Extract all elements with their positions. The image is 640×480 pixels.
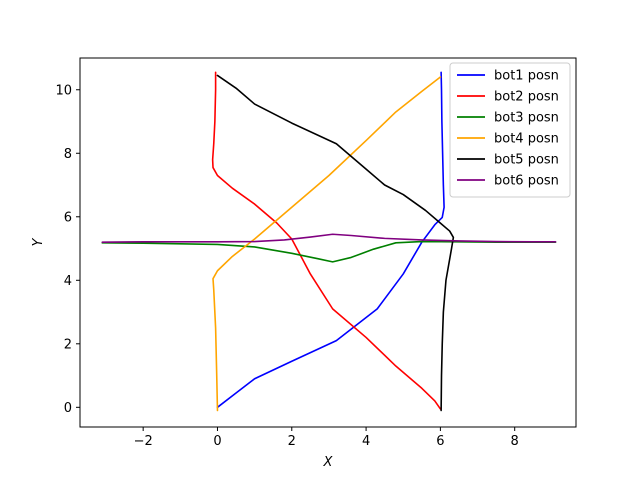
plot-frame — [79, 57, 577, 428]
y-tick-label: 6 — [64, 210, 72, 225]
y-tick-label: 0 — [64, 401, 72, 416]
series-layer — [101, 71, 557, 412]
y-axis: 0 2 4 6 8 10 — [55, 83, 80, 416]
y-tick-label: 8 — [64, 147, 72, 162]
legend: bot1 posn bot2 posn bot3 posn bot4 posn bot5… — [449, 62, 571, 198]
x-tick-label: 0 — [213, 434, 221, 449]
series-line-bot1 — [216, 71, 445, 409]
series-line-bot5 — [216, 74, 455, 412]
x-tick-label: 2 — [288, 434, 296, 449]
y-tick-label: 10 — [55, 83, 72, 98]
series-line-bot2 — [211, 71, 442, 410]
legend-label-bot5: bot5 posn — [494, 153, 559, 168]
legend-label-bot4: bot4 posn — [494, 132, 559, 147]
y-tick-label: 4 — [64, 274, 72, 289]
x-tick-label: 8 — [511, 434, 519, 449]
series-line-bot4 — [212, 76, 442, 412]
x-axis-label: X — [323, 455, 334, 470]
x-axis: −2 0 2 4 6 8 — [134, 427, 519, 449]
y-axis-label: Y — [31, 237, 46, 246]
legend-label-bot2: bot2 posn — [494, 90, 559, 105]
legend-label-bot6: bot6 posn — [494, 174, 559, 189]
x-tick-label: 6 — [436, 434, 444, 449]
x-tick-label: 4 — [362, 434, 370, 449]
x-tick-label: −2 — [134, 434, 153, 449]
legend-label-bot1: bot1 posn — [494, 69, 559, 84]
series-line-bot6 — [101, 233, 557, 243]
y-tick-label: 2 — [64, 337, 72, 352]
legend-label-bot3: bot3 posn — [494, 111, 559, 126]
